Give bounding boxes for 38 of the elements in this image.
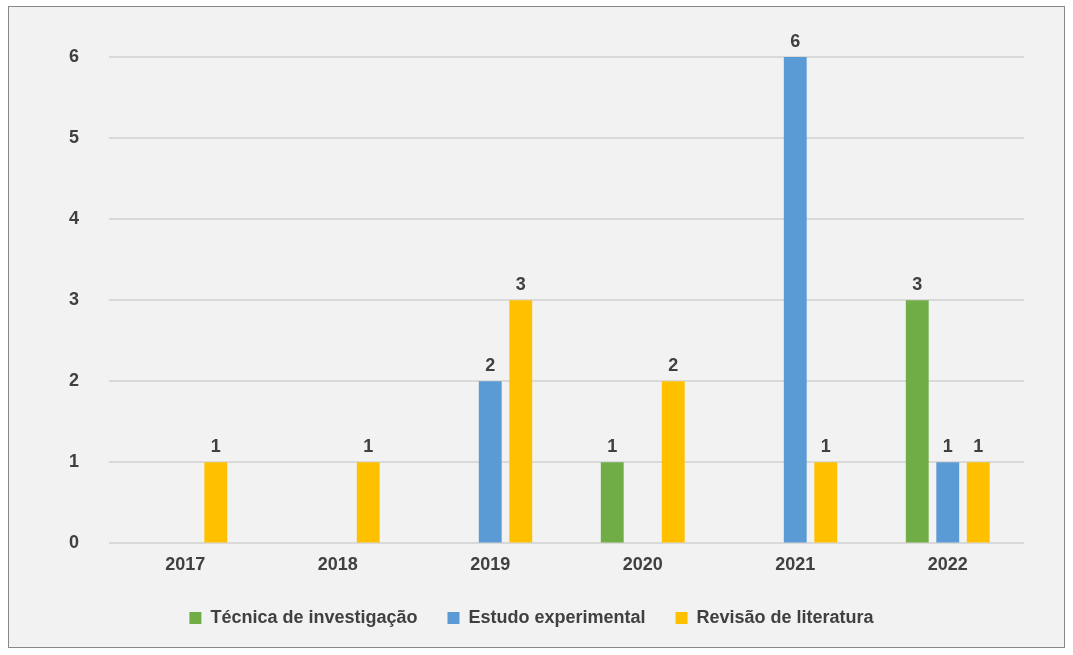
bar bbox=[600, 462, 624, 543]
data-label: 1 bbox=[363, 436, 374, 457]
x-tick-label: 2017 bbox=[165, 554, 206, 575]
y-tick-label: 3 bbox=[69, 289, 80, 310]
data-label: 1 bbox=[942, 436, 953, 457]
bar bbox=[936, 462, 960, 543]
y-tick-label: 5 bbox=[69, 127, 80, 148]
data-label: 2 bbox=[668, 355, 679, 376]
data-label: 1 bbox=[607, 436, 618, 457]
data-label: 1 bbox=[820, 436, 831, 457]
x-tick-label: 2022 bbox=[927, 554, 968, 575]
bar bbox=[356, 462, 380, 543]
data-label: 1 bbox=[210, 436, 221, 457]
bar bbox=[661, 381, 685, 543]
x-tick-label: 2018 bbox=[317, 554, 358, 575]
legend-label: Revisão de literatura bbox=[696, 606, 875, 627]
bar bbox=[478, 381, 502, 543]
x-tick-label: 2019 bbox=[470, 554, 511, 575]
y-tick-label: 6 bbox=[69, 45, 80, 66]
bar bbox=[509, 300, 533, 543]
legend-label: Técnica de investigação bbox=[210, 606, 418, 627]
x-tick-label: 2021 bbox=[775, 554, 816, 575]
bar bbox=[204, 462, 228, 543]
y-tick-label: 2 bbox=[69, 370, 80, 391]
data-label: 3 bbox=[515, 274, 526, 295]
x-tick-label: 2020 bbox=[622, 554, 663, 575]
legend-label: Estudo experimental bbox=[468, 606, 646, 627]
data-label: 2 bbox=[485, 355, 496, 376]
data-label: 6 bbox=[790, 30, 801, 51]
data-label: 1 bbox=[973, 436, 984, 457]
bar bbox=[905, 300, 929, 543]
bar bbox=[814, 462, 838, 543]
y-tick-label: 4 bbox=[69, 208, 80, 229]
bar bbox=[966, 462, 990, 543]
bar bbox=[783, 57, 807, 543]
y-tick-label: 0 bbox=[69, 532, 80, 553]
y-tick-label: 1 bbox=[69, 451, 80, 472]
data-label: 3 bbox=[912, 274, 923, 295]
